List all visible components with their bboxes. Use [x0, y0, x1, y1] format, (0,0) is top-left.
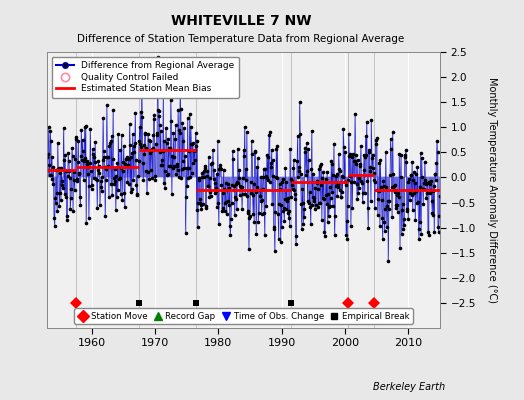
Text: Difference of Station Temperature Data from Regional Average: Difference of Station Temperature Data f… [78, 34, 405, 44]
Text: WHITEVILLE 7 NW: WHITEVILLE 7 NW [171, 14, 311, 28]
Legend: Station Move, Record Gap, Time of Obs. Change, Empirical Break: Station Move, Record Gap, Time of Obs. C… [74, 308, 413, 324]
Text: Berkeley Earth: Berkeley Earth [373, 382, 445, 392]
Y-axis label: Monthly Temperature Anomaly Difference (°C): Monthly Temperature Anomaly Difference (… [487, 77, 497, 303]
